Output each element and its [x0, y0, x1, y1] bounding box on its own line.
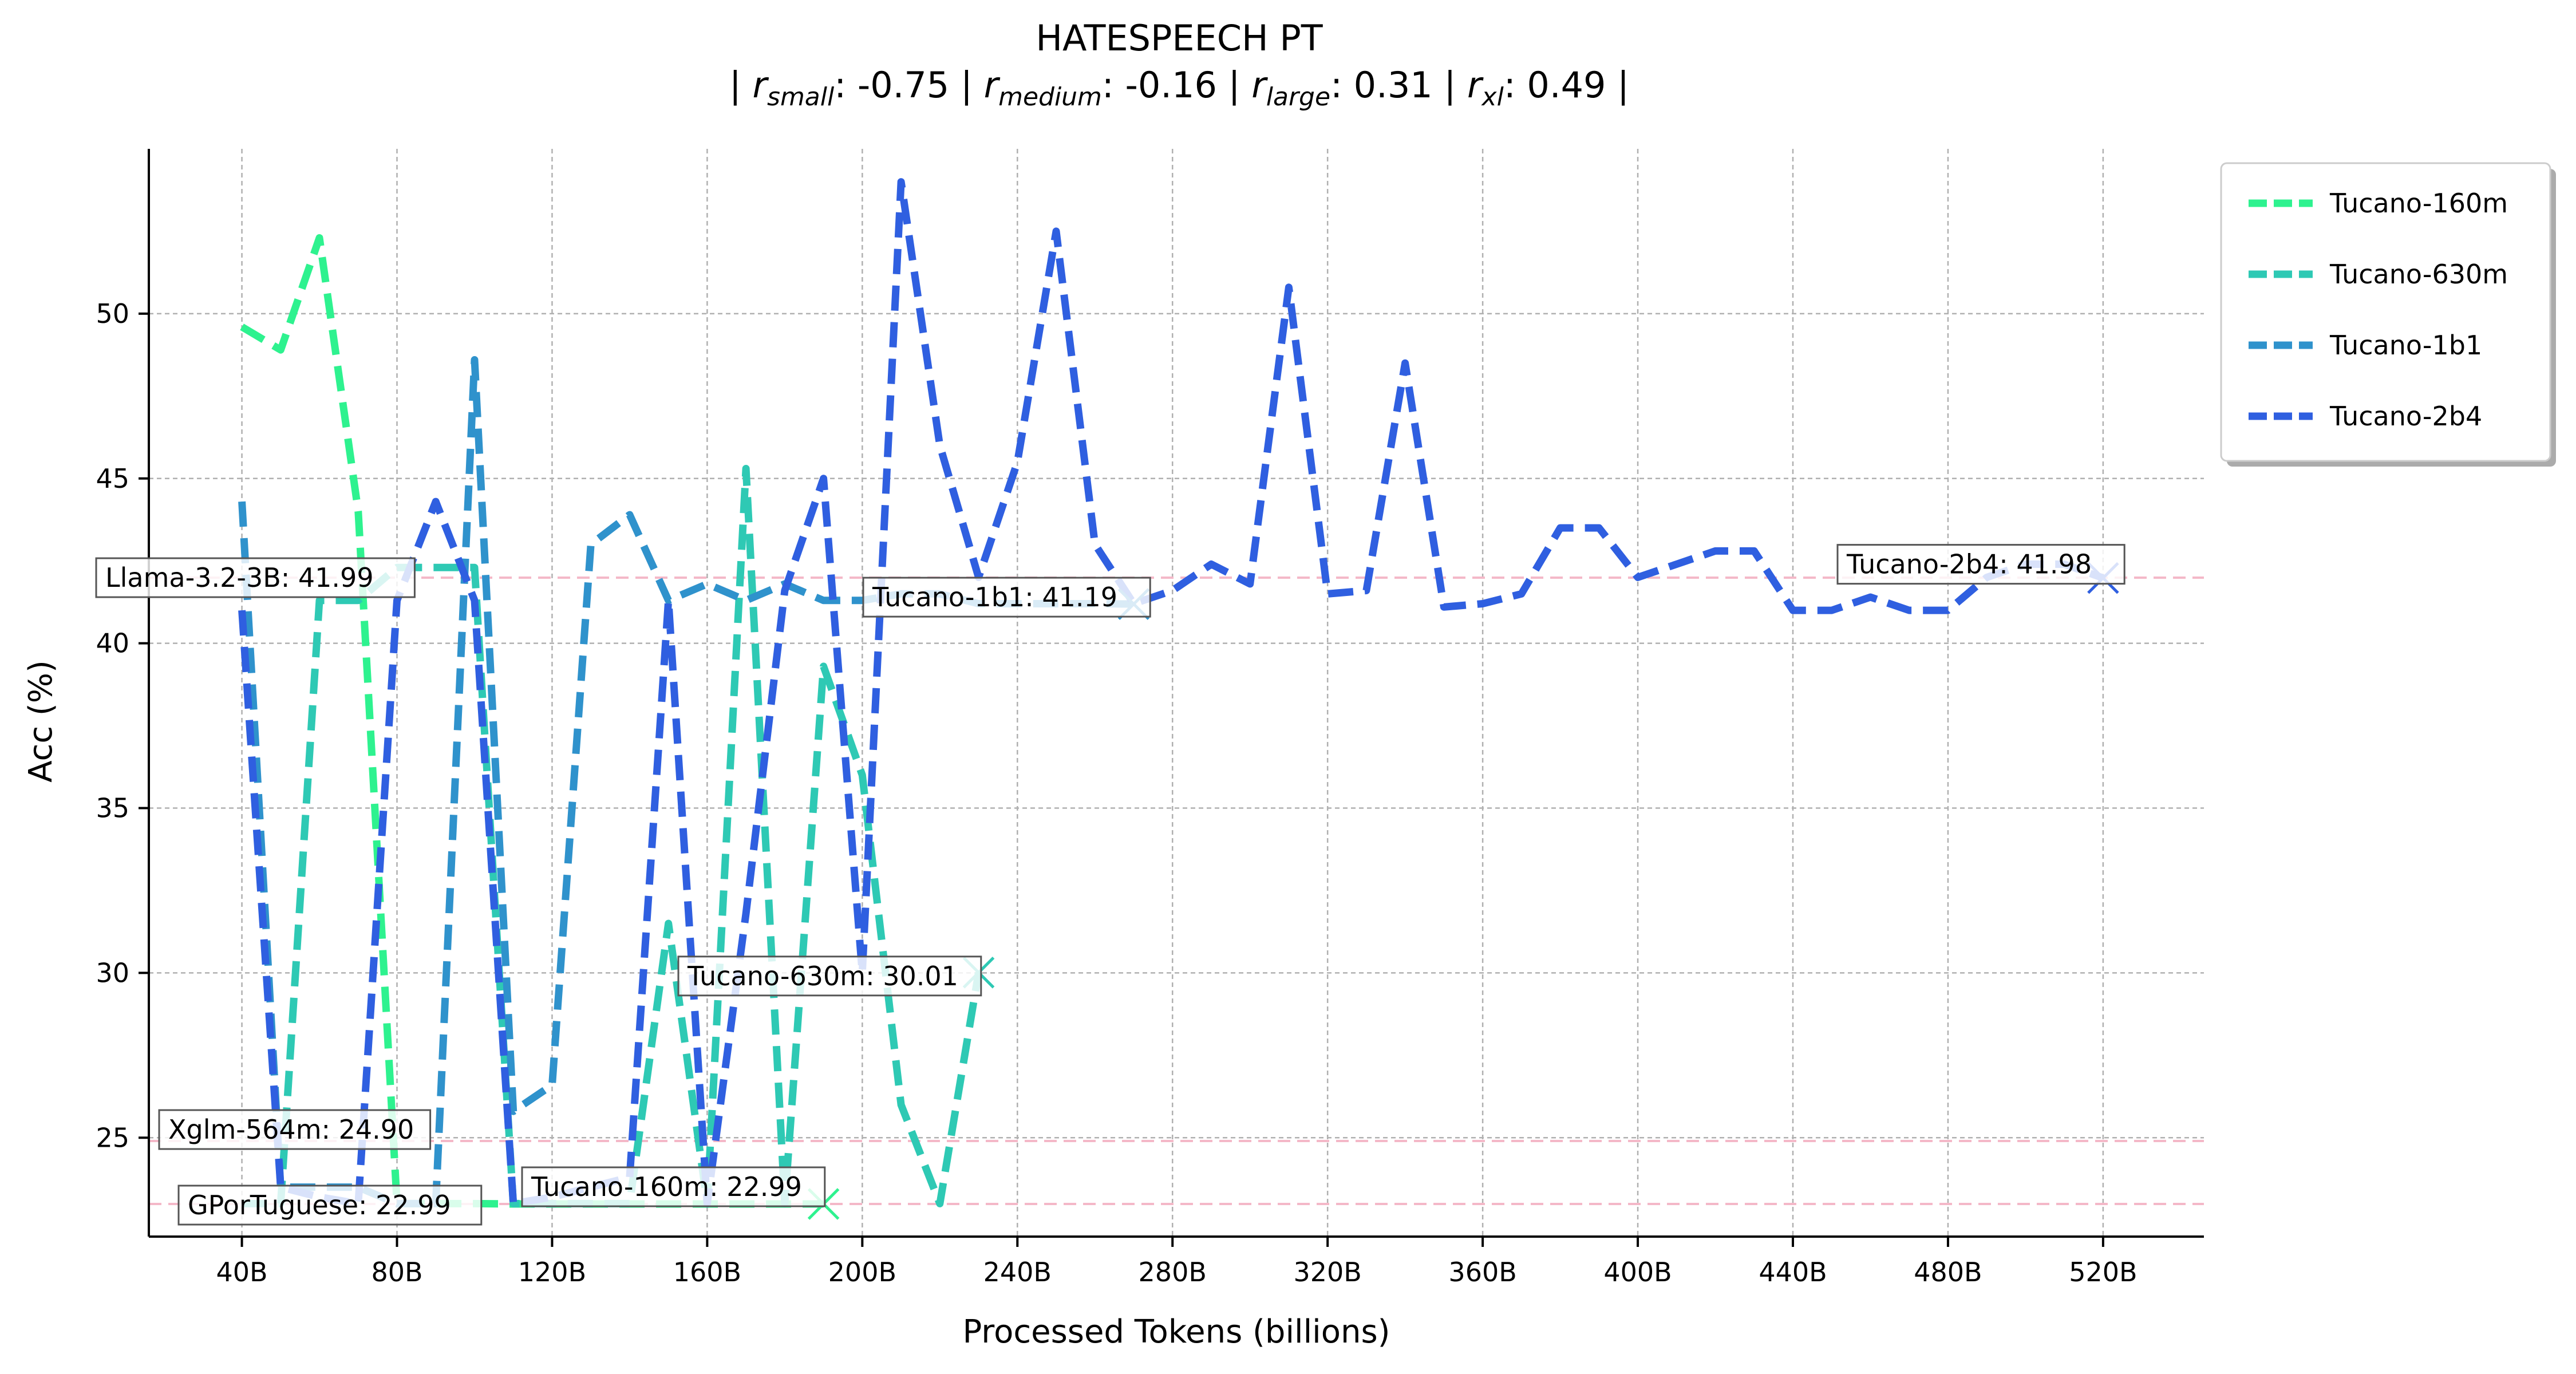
final-label-tucano-630m: Tucano-630m: 30.01	[677, 956, 982, 997]
baseline-label-llama-3-2-3b: Llama-3.2-3B: 41.99	[95, 557, 416, 598]
end-markers	[807, 562, 2119, 1220]
x-tick-label-5: 240B	[983, 1257, 1052, 1288]
legend-item-tucano-2b4: Tucano-2b4	[2249, 401, 2482, 432]
x-tick-label-3: 160B	[673, 1257, 741, 1288]
axes	[148, 149, 2204, 1238]
baseline-label-gportuguese: GPorTuguese: 22.99	[177, 1185, 483, 1226]
annotations: Llama-3.2-3B: 41.99 Xglm-564m: 24.90 GPorT…	[95, 544, 2125, 1226]
svg-text:GPorTuguese: 22.99: GPorTuguese: 22.99	[188, 1190, 451, 1221]
legend-box	[2220, 162, 2551, 462]
ticks: 40B 80B 120B 160B 200B 240B 280B 320B 360B 400B 44…	[96, 298, 2137, 1288]
svg-text:Tucano-630m: 30.01: Tucano-630m: 30.01	[687, 961, 958, 992]
svg-text:Xglm-564m: 24.90: Xglm-564m: 24.90	[168, 1114, 414, 1145]
y-tick-label-4: 45	[96, 463, 129, 494]
series-line-tucano-2b4	[238, 178, 2105, 1207]
x-tick-label-10: 440B	[1759, 1257, 1827, 1288]
y-tick-label-0: 25	[96, 1122, 129, 1153]
x-axis-label: Processed Tokens (billions)	[963, 1313, 1390, 1351]
legend-item-tucano-160m: Tucano-160m	[2249, 188, 2508, 219]
x-tick-label-11: 480B	[1914, 1257, 1982, 1288]
legend-label-tucano-1b1: Tucano-1b1	[2329, 330, 2482, 361]
chart-subtitle: | rsmall: -0.75 | rmedium: -0.16 | rlarg…	[729, 64, 1629, 112]
chart-title: HATESPEECH PT	[1036, 17, 1323, 59]
svg-text:Tucano-2b4: 41.98: Tucano-2b4: 41.98	[1846, 549, 2092, 580]
x-tick-label-9: 400B	[1603, 1257, 1672, 1288]
x-tick-label-0: 40B	[216, 1257, 268, 1288]
y-axis-label: Acc (%)	[22, 660, 60, 783]
legend-label-tucano-2b4: Tucano-2b4	[2329, 401, 2482, 432]
svg-text:Tucano-160m: 22.99: Tucano-160m: 22.99	[531, 1171, 802, 1202]
x-tick-label-2: 120B	[518, 1257, 586, 1288]
grid	[149, 149, 2204, 1237]
x-tick-label-7: 320B	[1293, 1257, 1361, 1288]
legend-item-tucano-630m: Tucano-630m	[2249, 259, 2508, 290]
legend-label-tucano-630m: Tucano-630m	[2329, 259, 2508, 290]
y-tick-label-5: 50	[96, 298, 129, 329]
x-tick-label-6: 280B	[1139, 1257, 1207, 1288]
x-tick-label-12: 520B	[2069, 1257, 2137, 1288]
final-label-tucano-160m: Tucano-160m: 22.99	[521, 1166, 826, 1207]
y-tick-label-3: 40	[96, 628, 129, 659]
legend-item-tucano-1b1: Tucano-1b1	[2249, 330, 2482, 361]
y-tick-label-2: 35	[96, 793, 129, 824]
final-label-tucano-2b4: Tucano-2b4: 41.98	[1836, 544, 2125, 585]
svg-text:Tucano-1b1: 41.19: Tucano-1b1: 41.19	[872, 582, 1117, 613]
series-line-tucano-1b1	[238, 356, 1134, 1207]
x-tick-label-1: 80B	[371, 1257, 422, 1288]
final-label-tucano-1b1: Tucano-1b1: 41.19	[862, 577, 1151, 618]
baseline-label-xglm-564m: Xglm-564m: 24.90	[158, 1109, 432, 1150]
y-tick-label-1: 30	[96, 957, 129, 988]
x-tick-label-4: 200B	[828, 1257, 896, 1288]
svg-text:Llama-3.2-3B: 41.99: Llama-3.2-3B: 41.99	[105, 562, 374, 593]
x-tick-label-8: 360B	[1448, 1257, 1516, 1288]
legend: Tucano-160m Tucano-630m Tucano-1b1 Tucano-2…	[2220, 162, 2556, 467]
legend-label-tucano-160m: Tucano-160m	[2329, 188, 2508, 219]
